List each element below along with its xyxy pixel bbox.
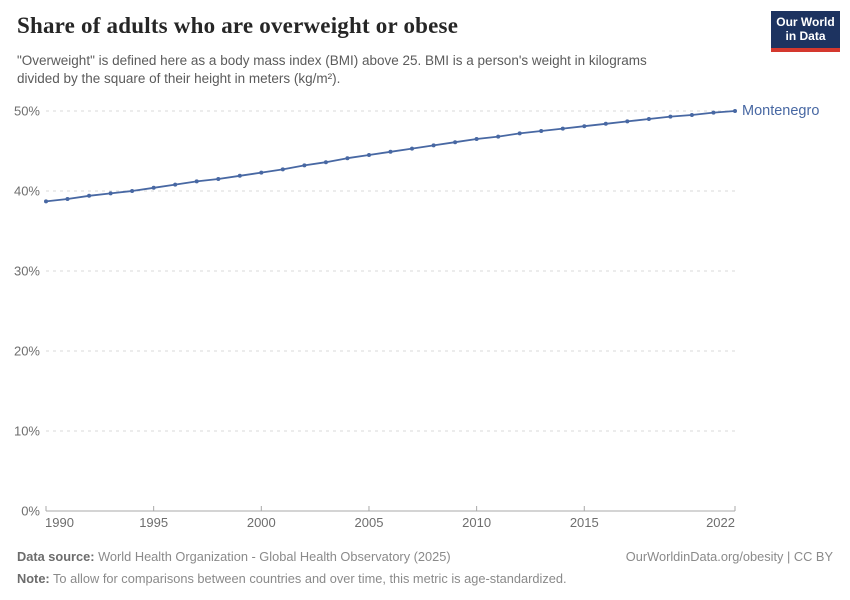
point-montenegro-2014[interactable] [560, 126, 565, 131]
point-montenegro-2020[interactable] [689, 113, 694, 117]
point-montenegro-2000[interactable] [259, 170, 264, 175]
footer-source-note: Data source: World Health Organization -… [17, 546, 567, 590]
x-tick-label-2015: 2015 [570, 515, 599, 530]
point-montenegro-2019[interactable] [668, 114, 673, 119]
point-montenegro-2010[interactable] [474, 137, 479, 141]
x-tick-label-2000: 2000 [247, 515, 276, 530]
point-montenegro-2006[interactable] [388, 149, 393, 154]
point-montenegro-1993[interactable] [108, 191, 113, 196]
point-montenegro-1992[interactable] [87, 193, 92, 198]
point-montenegro-2021[interactable] [711, 110, 716, 115]
chart-subtitle-line2: divided by the square of their height in… [17, 70, 341, 86]
data-source-label: Data source: [17, 549, 95, 564]
point-montenegro-1990[interactable] [44, 199, 48, 204]
y-tick-label-20: 20% [14, 344, 40, 359]
chart-subtitle-line1: "Overweight" is defined here as a body m… [17, 53, 647, 68]
owid-logo-line2: in Data [785, 28, 826, 43]
data-source-line: Data source: World Health Organization -… [17, 546, 567, 568]
y-tick-label-40: 40% [14, 184, 40, 199]
point-montenegro-1999[interactable] [237, 173, 242, 178]
point-montenegro-2008[interactable] [431, 143, 436, 148]
x-tick-label-1995: 1995 [139, 515, 168, 530]
x-tick-label-1990: 1990 [45, 515, 74, 530]
point-montenegro-1991[interactable] [65, 197, 70, 201]
point-montenegro-2005[interactable] [367, 153, 371, 157]
point-montenegro-1995[interactable] [151, 185, 156, 190]
owid-logo-line1: Our World [776, 15, 835, 29]
x-tick-label-2022: 2022 [706, 515, 735, 530]
point-montenegro-1994[interactable] [130, 189, 135, 193]
y-tick-label-10: 10% [14, 424, 40, 439]
point-montenegro-2013[interactable] [539, 129, 544, 133]
point-montenegro-2007[interactable] [410, 146, 414, 151]
note-text: To allow for comparisons between countri… [49, 571, 567, 586]
point-montenegro-2017[interactable] [625, 119, 630, 124]
point-montenegro-2022[interactable] [733, 109, 737, 113]
point-montenegro-2002[interactable] [302, 163, 307, 168]
point-montenegro-1996[interactable] [173, 182, 178, 187]
point-montenegro-2004[interactable] [345, 156, 350, 161]
point-montenegro-2012[interactable] [517, 131, 522, 136]
point-montenegro-2003[interactable] [323, 160, 328, 165]
point-montenegro-2009[interactable] [453, 140, 458, 145]
note-line: Note: To allow for comparisons between c… [17, 568, 567, 590]
y-tick-label-0: 0% [21, 504, 40, 519]
point-montenegro-2011[interactable] [496, 134, 501, 139]
point-montenegro-2001[interactable] [280, 167, 285, 172]
x-tick-label-2010: 2010 [462, 515, 491, 530]
note-label: Note: [17, 571, 50, 586]
point-montenegro-1997[interactable] [194, 179, 199, 184]
point-montenegro-2018[interactable] [646, 117, 651, 121]
series-label-montenegro[interactable]: Montenegro [742, 103, 820, 119]
point-montenegro-2016[interactable] [603, 121, 608, 126]
point-montenegro-2015[interactable] [582, 124, 587, 129]
chart-title: Share of adults who are overweight or ob… [17, 13, 459, 38]
owid-logo[interactable]: Our World in Data [771, 11, 840, 52]
y-tick-label-30: 30% [14, 264, 40, 279]
data-source-text: World Health Organization - Global Healt… [94, 549, 451, 564]
point-montenegro-1998[interactable] [216, 177, 221, 181]
line-montenegro[interactable] [45, 110, 736, 203]
x-tick-label-2005: 2005 [355, 515, 384, 530]
owid-license-link[interactable]: OurWorldinData.org/obesity | CC BY [625, 549, 833, 564]
y-tick-label-50: 50% [14, 104, 40, 119]
